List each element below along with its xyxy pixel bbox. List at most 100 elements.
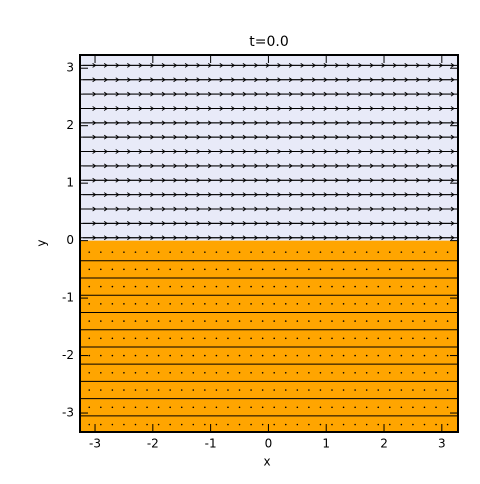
arrow-dot — [238, 406, 241, 409]
arrow-dot — [354, 268, 356, 271]
arrow-dot — [123, 251, 125, 253]
arrow-dot — [296, 251, 299, 253]
arrow-dot — [377, 389, 380, 391]
arrow-dot — [146, 354, 148, 357]
arrow-dot — [111, 303, 114, 305]
arrow-dot — [100, 389, 102, 391]
arrow-dot — [284, 285, 287, 288]
arrow-dot — [319, 354, 322, 357]
arrow-dot — [250, 251, 252, 253]
arrow-dot — [192, 389, 195, 391]
arrow-dot — [400, 354, 403, 357]
arrow-dot — [400, 372, 403, 374]
arrow-dot — [215, 389, 218, 391]
arrow-dot — [123, 389, 125, 391]
arrow-dot — [123, 268, 125, 271]
y-tick-label: -1 — [62, 291, 74, 305]
arrow-dot — [342, 251, 345, 253]
arrow-dot — [227, 268, 229, 271]
arrow-dot — [354, 389, 356, 391]
arrow-dot — [146, 268, 148, 271]
arrow-dot — [435, 406, 437, 409]
arrow-dot — [354, 372, 356, 374]
arrow-dot — [180, 406, 183, 409]
arrow-dot — [284, 406, 287, 409]
arrow-dot — [238, 423, 241, 426]
arrow-dot — [365, 320, 368, 322]
arrow-dot — [227, 389, 229, 391]
arrow-dot — [227, 251, 229, 253]
arrow-dot — [308, 372, 310, 374]
arrow-dot — [100, 320, 102, 322]
arrow-dot — [377, 423, 380, 426]
arrow-dot — [100, 406, 102, 409]
arrow-dot — [134, 406, 137, 409]
arrow — [441, 221, 455, 226]
arrow-dot — [365, 423, 368, 426]
arrow-dot — [296, 303, 299, 305]
arrow-dot — [180, 303, 183, 305]
arrow-dot — [180, 423, 183, 426]
arrow — [441, 91, 455, 97]
arrow-dot — [296, 268, 299, 271]
arrow-dot — [169, 423, 171, 426]
arrow-dot — [284, 268, 287, 271]
arrow-dot — [423, 337, 426, 340]
arrow-dot — [227, 372, 229, 374]
arrow-dot — [134, 320, 137, 322]
arrow-dot — [319, 320, 322, 322]
arrow-dot — [342, 285, 345, 288]
arrow-dot — [250, 303, 252, 305]
arrow-dot — [435, 285, 437, 288]
x-axis-label: x — [263, 455, 270, 469]
y-tick-label: 1 — [66, 176, 74, 190]
arrow-dot — [388, 389, 391, 391]
arrow-dot — [204, 406, 206, 409]
arrow-dot — [134, 303, 137, 305]
arrow-dot — [435, 268, 437, 271]
arrow-dot — [111, 251, 114, 253]
arrow-dot — [423, 268, 426, 271]
arrow-dot — [412, 337, 414, 340]
arrow-dot — [180, 285, 183, 288]
arrow-dot — [192, 320, 195, 322]
arrow-dot — [100, 268, 102, 271]
arrow-dot — [215, 372, 218, 374]
arrow-dot — [400, 303, 403, 305]
arrow-dot — [284, 320, 287, 322]
arrow-dot — [319, 406, 322, 409]
arrow-dot — [446, 303, 449, 305]
arrow-dot — [308, 303, 310, 305]
arrow-dot — [412, 389, 414, 391]
arrow-dot — [227, 303, 229, 305]
arrow-dot — [342, 303, 345, 305]
arrow-dot — [192, 372, 195, 374]
arrow-dot — [192, 303, 195, 305]
arrow-dot — [123, 320, 125, 322]
arrow-dot — [169, 320, 171, 322]
arrow-dot — [412, 423, 414, 426]
arrow-dot — [227, 285, 229, 288]
arrow-dot — [261, 268, 264, 271]
arrow-dot — [319, 303, 322, 305]
arrow-dot — [215, 320, 218, 322]
arrow-dot — [123, 354, 125, 357]
arrow-dot — [146, 251, 148, 253]
arrow-dot — [227, 406, 229, 409]
arrow-dot — [250, 389, 252, 391]
arrow-dot — [446, 389, 449, 391]
y-tick-label: 3 — [66, 61, 74, 75]
arrow-dot — [238, 303, 241, 305]
arrow-dot — [146, 389, 148, 391]
arrow-dot — [123, 337, 125, 340]
arrow-dot — [377, 337, 380, 340]
arrow — [441, 177, 455, 183]
arrow-dot — [284, 372, 287, 374]
arrow-dot — [180, 389, 183, 391]
arrow-dot — [111, 423, 114, 426]
y-tick-label: 0 — [66, 233, 74, 247]
arrow-dot — [377, 372, 380, 374]
arrow-dot — [261, 372, 264, 374]
arrow-dot — [157, 285, 160, 288]
